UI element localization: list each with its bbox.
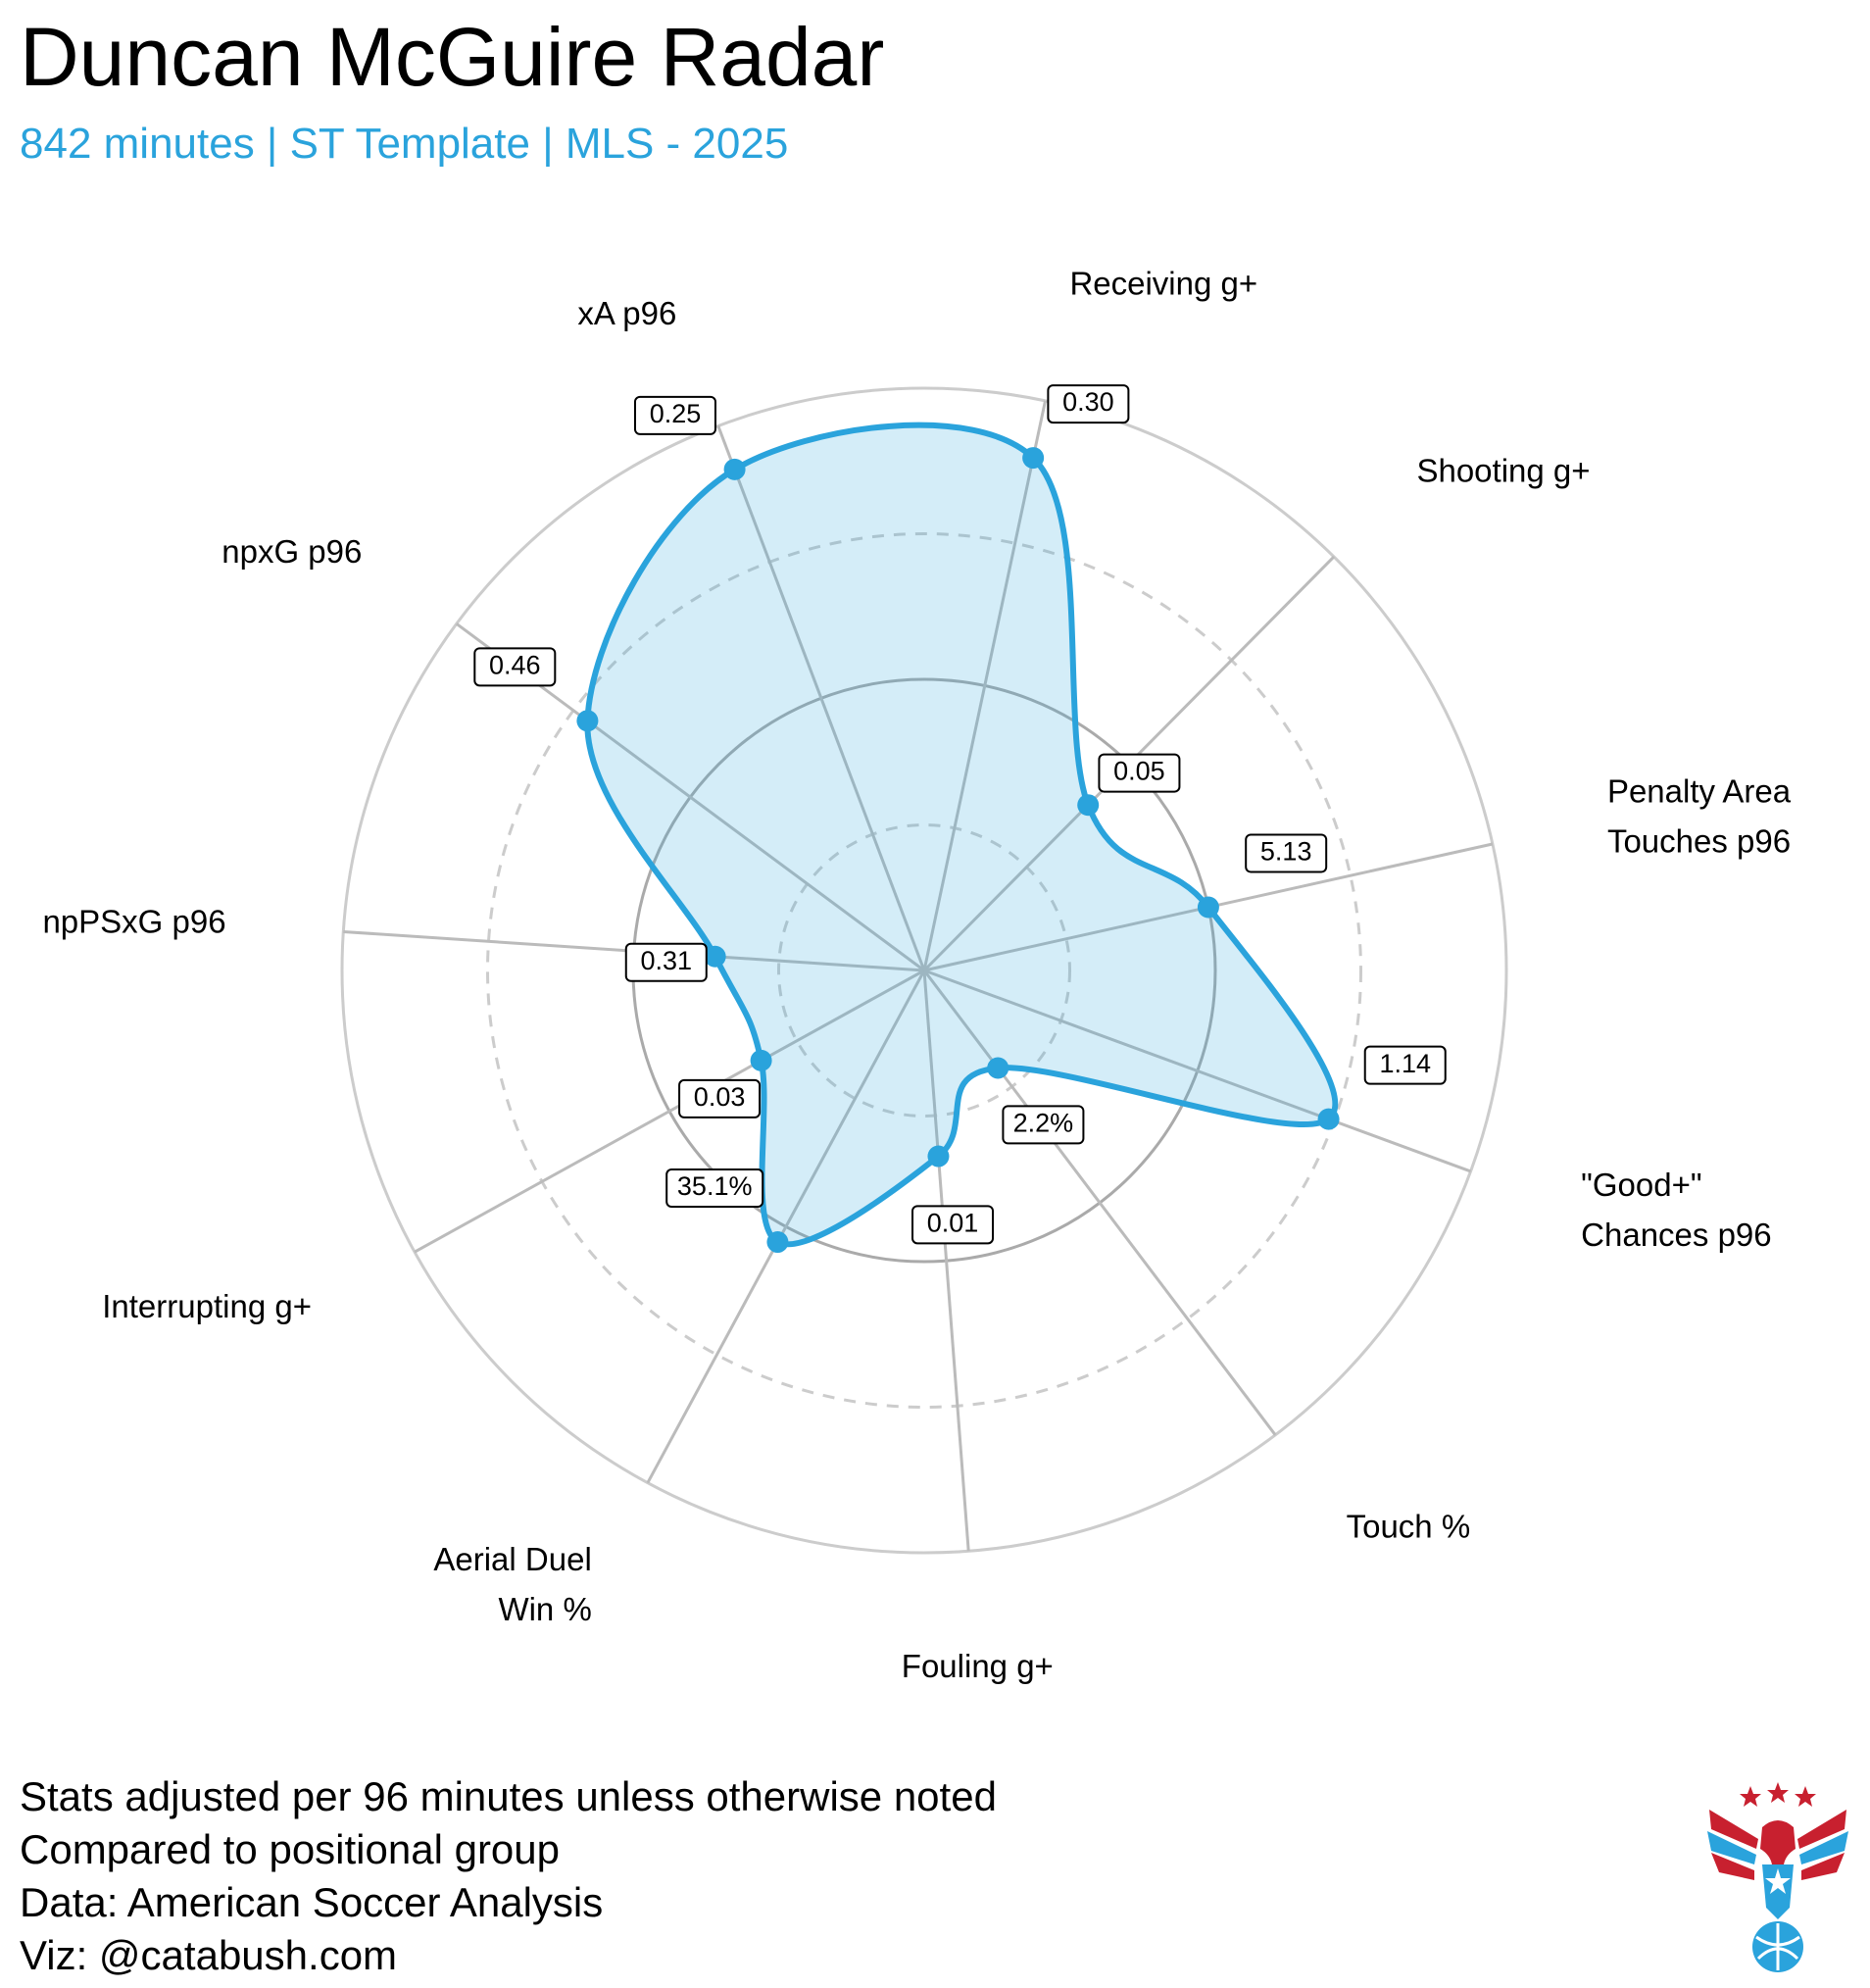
value-label: 0.05 — [1098, 753, 1181, 793]
star-icon — [1740, 1782, 1816, 1807]
value-labels: 0.30 0.05 5.13 1.14 2.2% 0.01 35.1% 0.03 0.31 0.4… — [473, 384, 1447, 1245]
category-label: Shooting g+ — [1416, 452, 1590, 488]
footer-line: Compared to positional group — [20, 1826, 561, 1872]
value-label: 5.13 — [1245, 833, 1328, 873]
category-label: Fouling g+ — [902, 1648, 1054, 1684]
footer-line: Viz: @catabush.com — [20, 1932, 398, 1978]
data-point — [1022, 447, 1045, 470]
eagle-wings-icon — [1707, 1810, 1848, 1880]
category-label: Penalty Area Touches p96 — [1607, 772, 1792, 859]
data-point — [576, 710, 599, 732]
radar-chart: 0.30 0.05 5.13 1.14 2.2% 0.01 35.1% 0.03 0.31 0.4… — [42, 265, 1791, 1683]
svg-text:0.05: 0.05 — [1113, 757, 1165, 786]
svg-text:0.25: 0.25 — [650, 399, 702, 428]
axis-spoke — [922, 969, 1277, 1436]
radar-area — [584, 422, 1339, 1248]
category-label: "Good+" Chances p96 — [1581, 1167, 1771, 1253]
axis-spoke — [922, 969, 970, 1552]
category-label: xA p96 — [577, 295, 676, 331]
value-label: 2.2% — [1002, 1105, 1085, 1145]
category-label: npxG p96 — [221, 533, 362, 570]
axis-spoke — [922, 400, 1047, 971]
grid-ring — [777, 823, 1071, 1118]
data-point — [704, 945, 726, 968]
chart-subtitle: 842 minutes | ST Template | MLS - 2025 — [20, 120, 789, 168]
svg-text:0.30: 0.30 — [1062, 387, 1114, 417]
value-label: 1.14 — [1363, 1045, 1447, 1085]
svg-text:2.2%: 2.2% — [1013, 1108, 1074, 1137]
category-label: Aerial Duel Win % — [433, 1541, 591, 1627]
radar-points — [576, 447, 1340, 1254]
value-label: 0.25 — [633, 395, 716, 435]
data-point — [750, 1049, 772, 1071]
footer-line: Data: American Soccer Analysis — [20, 1879, 604, 1925]
data-point — [723, 458, 746, 480]
data-point — [927, 1145, 950, 1168]
axis-spoke — [646, 969, 926, 1484]
data-point — [1077, 794, 1100, 817]
category-label: npPSxG p96 — [42, 903, 225, 939]
eagle-head-icon — [1760, 1820, 1796, 1878]
data-point — [1317, 1108, 1340, 1130]
category-labels: Receiving g+ Shooting g+ Penalty Area Touch… — [42, 265, 1791, 1683]
svg-text:5.13: 5.13 — [1260, 837, 1312, 867]
star-icon — [1765, 1868, 1791, 1894]
svg-text:35.1%: 35.1% — [677, 1171, 753, 1201]
radar-polygon — [584, 422, 1339, 1248]
category-label: Receiving g+ — [1069, 265, 1257, 301]
value-label: 35.1% — [665, 1168, 764, 1209]
svg-text:0.46: 0.46 — [489, 650, 541, 679]
data-point — [1197, 896, 1219, 919]
axis-spoke — [716, 424, 926, 971]
eagle-logo-icon — [1707, 1782, 1848, 1972]
footer-line: Stats adjusted per 96 minutes unless oth… — [20, 1773, 997, 1819]
value-label: 0.30 — [1047, 384, 1130, 424]
svg-text:0.03: 0.03 — [694, 1082, 746, 1112]
data-point — [766, 1231, 789, 1254]
axis-spoke — [414, 969, 925, 1254]
grid-ring — [486, 532, 1362, 1409]
svg-text:0.31: 0.31 — [640, 946, 692, 975]
value-label: 0.31 — [624, 942, 708, 982]
soccer-ball-icon — [1752, 1921, 1803, 1972]
svg-text:0.01: 0.01 — [927, 1208, 979, 1237]
axis-spoke — [923, 969, 1472, 1173]
category-label: Touch % — [1347, 1508, 1471, 1544]
value-label: 0.46 — [473, 647, 557, 687]
value-label: 0.03 — [678, 1078, 762, 1118]
value-label: 0.01 — [911, 1205, 995, 1245]
svg-text:1.14: 1.14 — [1379, 1049, 1431, 1078]
grid-ring — [340, 386, 1508, 1555]
data-point — [987, 1057, 1009, 1079]
footer-notes: Stats adjusted per 96 minutes unless oth… — [20, 1770, 997, 1982]
category-label: Interrupting g+ — [102, 1288, 312, 1324]
chart-title: Duncan McGuire Radar — [20, 11, 885, 103]
